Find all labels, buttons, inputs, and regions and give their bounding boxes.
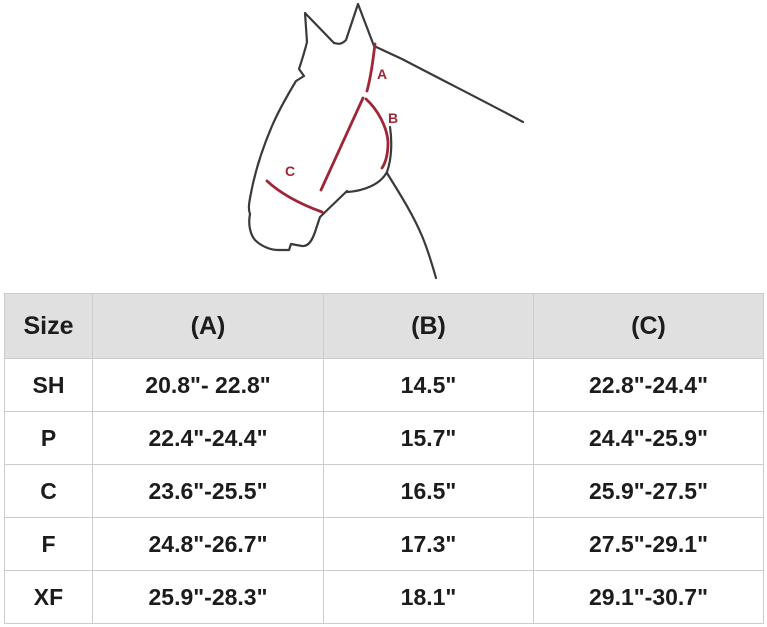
measurement-a-cell: 20.8"- 22.8" bbox=[92, 358, 324, 412]
column-header-b: (B) bbox=[323, 293, 534, 359]
measurement-label-b: B bbox=[388, 110, 398, 126]
table-row: XF 25.9"-28.3" 18.1" 29.1"-30.7" bbox=[4, 570, 764, 624]
measurement-c-cell: 29.1"-30.7" bbox=[533, 570, 764, 624]
table-row: SH 20.8"- 22.8" 14.5" 22.8"-24.4" bbox=[4, 358, 764, 412]
measurement-c-cell: 24.4"-25.9" bbox=[533, 411, 764, 465]
size-cell: F bbox=[4, 517, 93, 571]
size-cell: P bbox=[4, 411, 93, 465]
column-header-a: (A) bbox=[92, 293, 324, 359]
horse-neck-line bbox=[385, 171, 438, 280]
size-chart-header-row: Size (A) (B) (C) bbox=[4, 293, 764, 359]
measurement-c-cell: 25.9"-27.5" bbox=[533, 464, 764, 518]
table-row: C 23.6"-25.5" 16.5" 25.9"-27.5" bbox=[4, 464, 764, 518]
measurement-a-cell: 24.8"-26.7" bbox=[92, 517, 324, 571]
measurement-a-cell: 22.4"-24.4" bbox=[92, 411, 324, 465]
table-row: P 22.4"-24.4" 15.7" 24.4"-25.9" bbox=[4, 411, 764, 465]
table-row: F 24.8"-26.7" 17.3" 27.5"-29.1" bbox=[4, 517, 764, 571]
halter-cheekpiece-line bbox=[319, 96, 365, 192]
measurement-c-cell: 27.5"-29.1" bbox=[533, 517, 764, 571]
measurement-b-cell: 15.7" bbox=[323, 411, 534, 465]
size-cell: C bbox=[4, 464, 93, 518]
column-header-size: Size bbox=[4, 293, 93, 359]
horse-head-illustration: A B C bbox=[247, 2, 525, 280]
halter-crownpiece-line-A bbox=[365, 42, 377, 93]
measurement-a-cell: 23.6"-25.5" bbox=[92, 464, 324, 518]
measurement-a-cell: 25.9"-28.3" bbox=[92, 570, 324, 624]
measurement-b-cell: 14.5" bbox=[323, 358, 534, 412]
measurement-label-a: A bbox=[377, 66, 387, 82]
halter-throat-line-B bbox=[364, 97, 390, 170]
column-header-c: (C) bbox=[533, 293, 764, 359]
measurement-b-cell: 16.5" bbox=[323, 464, 534, 518]
horse-head-outline bbox=[247, 2, 525, 252]
size-cell: SH bbox=[4, 358, 93, 412]
size-cell: XF bbox=[4, 570, 93, 624]
halter-noseband-line-C bbox=[265, 179, 324, 214]
horse-halter-diagram: A B C bbox=[0, 0, 767, 285]
measurement-c-cell: 22.8"-24.4" bbox=[533, 358, 764, 412]
measurement-b-cell: 18.1" bbox=[323, 570, 534, 624]
measurement-label-c: C bbox=[285, 163, 295, 179]
measurement-b-cell: 17.3" bbox=[323, 517, 534, 571]
size-chart-table: Size (A) (B) (C) SH 20.8"- 22.8" 14.5" 2… bbox=[4, 293, 764, 624]
